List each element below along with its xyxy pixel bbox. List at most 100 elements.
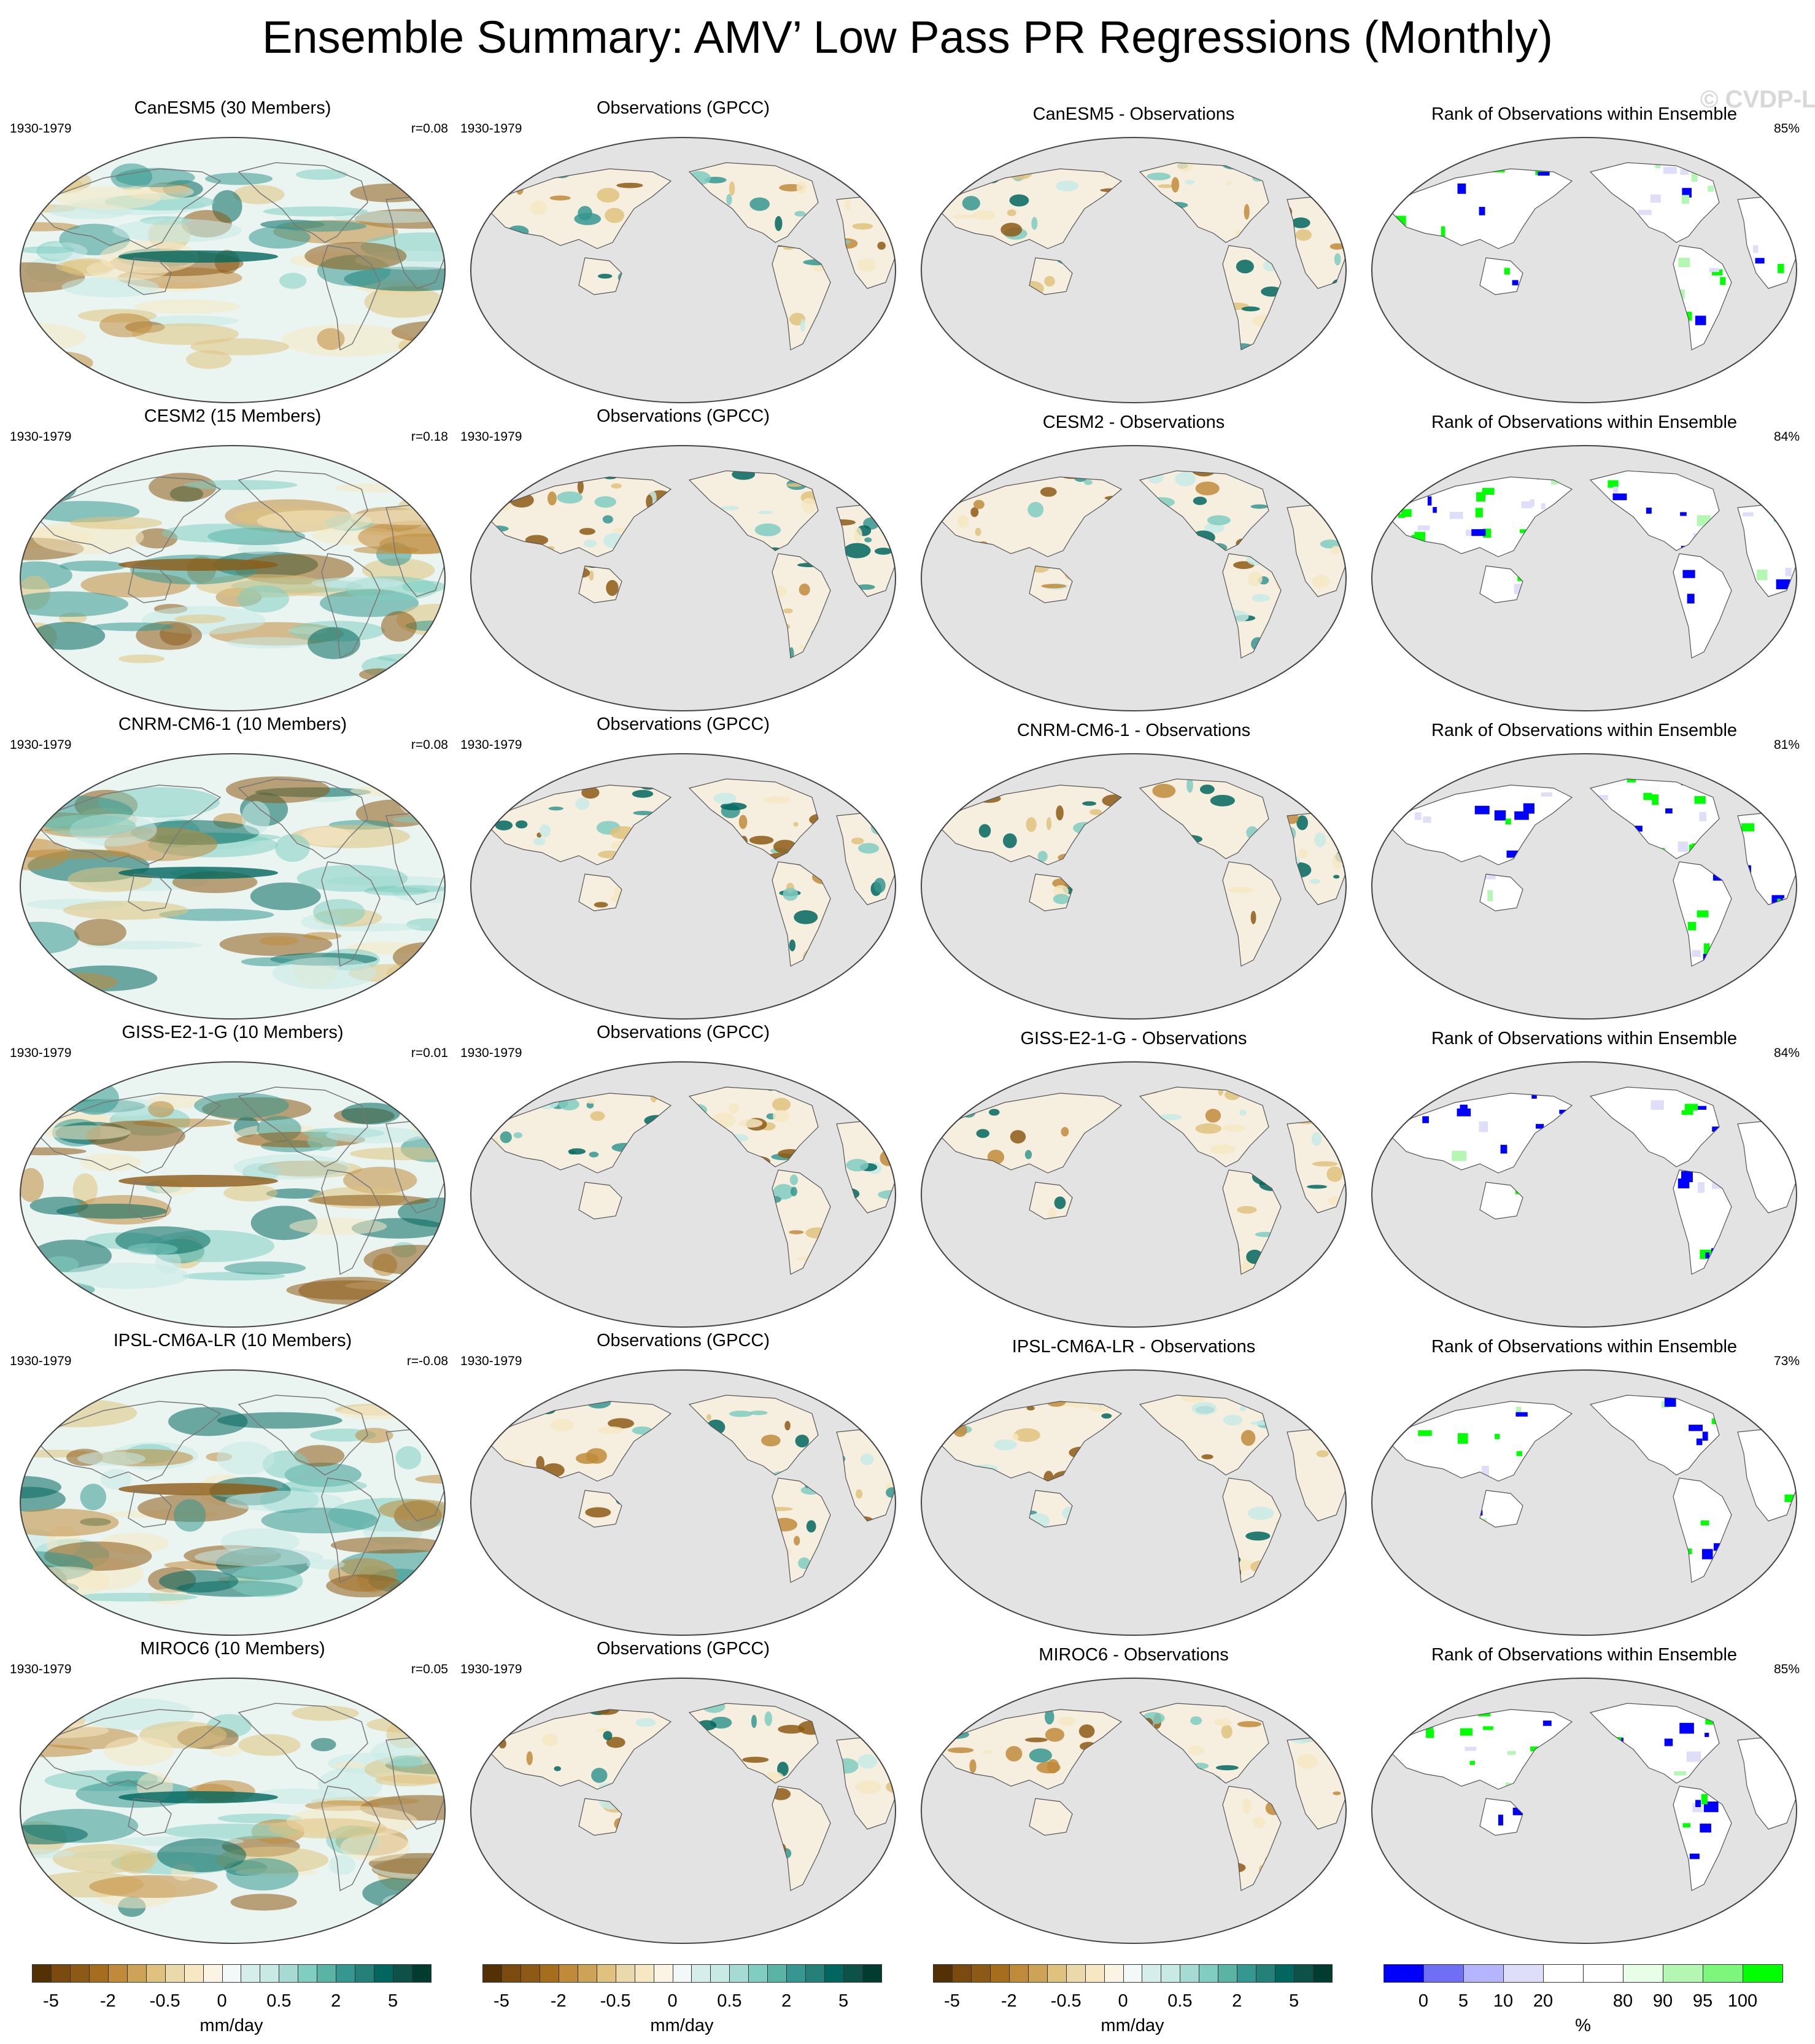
- period-label: 1930-1979: [10, 738, 71, 753]
- colorbar-box: [165, 1964, 185, 1983]
- colorbar-box: [89, 1964, 109, 1983]
- rank-percent: 84%: [1774, 430, 1800, 444]
- colorbar-box: [578, 1964, 597, 1983]
- colorbar-box: [108, 1964, 128, 1983]
- map-obs: [468, 443, 898, 713]
- panel-title: Observations (GPCC): [460, 406, 906, 427]
- colorbar-box: [748, 1964, 768, 1983]
- map-rank: [1369, 751, 1799, 1021]
- panel-title: Rank of Observations within Ensemble: [1361, 1337, 1807, 1357]
- colorbar-box: [1047, 1964, 1067, 1983]
- colorbar-box: [1503, 1964, 1544, 1983]
- map-diff: [919, 1368, 1349, 1638]
- colorbar-box: [862, 1964, 882, 1983]
- colorbar-box: [767, 1964, 787, 1983]
- colorbar-box: [32, 1964, 52, 1983]
- panel-title: CNRM-CM6-1 - Observations: [911, 721, 1356, 741]
- map-model: [18, 135, 447, 405]
- colorbar-box: [1161, 1964, 1180, 1983]
- colorbar-box: [260, 1964, 279, 1983]
- colorbar-unit: %: [1575, 2016, 1591, 2036]
- colorbar-tick-label: 0.5: [717, 1991, 741, 2011]
- page-title: Ensemble Summary: AMV’ Low Pass PR Regre…: [0, 11, 1815, 63]
- map-panel-diff: IPSL-CM6A-LR - Observations: [911, 1331, 1356, 1638]
- colorbar-box: [824, 1964, 844, 1983]
- colorbar-tick-label: -2: [551, 1991, 567, 2011]
- map-panel-diff: CESM2 - Observations: [911, 406, 1356, 713]
- colorbar-box: [1104, 1964, 1124, 1983]
- colorbar-box: [1384, 1964, 1424, 1983]
- panel-title: Rank of Observations within Ensemble: [1361, 412, 1807, 433]
- map-panel-obs: Observations (GPCC)1930-1979: [460, 406, 906, 713]
- colorbar-box: [374, 1964, 393, 1983]
- colorbar-box: [184, 1964, 204, 1983]
- colorbar-box: [729, 1964, 749, 1983]
- colorbar-tick-label: -5: [493, 1991, 509, 2011]
- colorbar-tick-label: 95: [1693, 1991, 1712, 2011]
- map-obs: [468, 1676, 898, 1946]
- colorbar-tick-label: 0: [667, 1991, 677, 2011]
- rank-percent: 84%: [1774, 1046, 1800, 1061]
- map-model: [18, 1676, 447, 1946]
- colorbar-tick-label: 5: [1289, 1991, 1299, 2011]
- colorbar-box: [673, 1964, 692, 1983]
- pattern-correlation: r=0.08: [411, 122, 448, 136]
- map-rank: [1369, 1368, 1799, 1638]
- colorbar-tick-label: 0.5: [1167, 1991, 1192, 2011]
- colorbar-tick-label: 80: [1613, 1991, 1633, 2011]
- colorbar-tick-label: 90: [1653, 1991, 1673, 2011]
- colorbar-box: [952, 1964, 972, 1983]
- colorbar-tick-label: 5: [1458, 1991, 1468, 2011]
- colorbar-box: [393, 1964, 412, 1983]
- colorbar-tick-label: 100: [1728, 1991, 1757, 2011]
- panel-title: Observations (GPCC): [460, 1639, 906, 1659]
- panel-title: IPSL-CM6A-LR - Observations: [911, 1337, 1356, 1357]
- colorbar-box: [971, 1964, 991, 1983]
- map-diff: [919, 135, 1349, 405]
- colorbar-tick-label: -2: [100, 1991, 116, 2011]
- panel-title: Observations (GPCC): [460, 1023, 906, 1043]
- panel-title: CESM2 - Observations: [911, 412, 1356, 433]
- period-label: 1930-1979: [460, 1662, 522, 1677]
- colorbar-box: [559, 1964, 578, 1983]
- colorbar-box: [616, 1964, 635, 1983]
- map-rank: [1369, 1676, 1799, 1946]
- panel-title: Rank of Observations within Ensemble: [1361, 1029, 1807, 1049]
- colorbar-box: [786, 1964, 806, 1983]
- colorbar-unit: mm/day: [1101, 2016, 1164, 2036]
- colorbar-box: [1199, 1964, 1218, 1983]
- map-panel-obs: Observations (GPCC)1930-1979: [460, 98, 906, 405]
- panel-title: Observations (GPCC): [460, 714, 906, 735]
- panel-title: Rank of Observations within Ensemble: [1361, 1645, 1807, 1665]
- colorbar-tick-label: 5: [388, 1991, 398, 2011]
- panel-title: CESM2 (15 Members): [10, 406, 455, 427]
- colorbar-tick-label: 0.5: [266, 1991, 291, 2011]
- colorbar-box: [710, 1964, 730, 1983]
- rank-percent: 85%: [1774, 122, 1800, 136]
- colorbar-box: [222, 1964, 242, 1983]
- colorbar-tick-label: 10: [1493, 1991, 1513, 2011]
- map-diff: [919, 1676, 1349, 1946]
- colorbar-box: [933, 1964, 953, 1983]
- map-rank: [1369, 1059, 1799, 1330]
- colorbar-tick-label: -2: [1001, 1991, 1017, 2011]
- map-model: [18, 751, 447, 1021]
- map-panel-obs: Observations (GPCC)1930-1979: [460, 714, 906, 1021]
- pattern-correlation: r=0.01: [411, 1046, 448, 1061]
- colorbar-box: [1743, 1964, 1783, 1983]
- map-model: [18, 1059, 447, 1330]
- panel-title: MIROC6 - Observations: [911, 1645, 1356, 1665]
- colorbar-box: [1180, 1964, 1199, 1983]
- map-panel-obs: Observations (GPCC) 1930-1979: [460, 1639, 906, 1946]
- colorbar-box: [1028, 1964, 1048, 1983]
- colorbar-box: [279, 1964, 298, 1983]
- colorbar-box: [654, 1964, 673, 1983]
- colorbar-box: [51, 1964, 71, 1983]
- map-model: [18, 443, 447, 713]
- period-label: 1930-1979: [10, 430, 71, 444]
